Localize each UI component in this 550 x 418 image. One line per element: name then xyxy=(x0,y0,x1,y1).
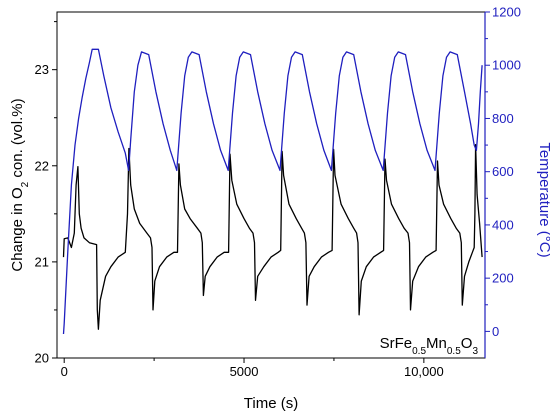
right-tick-label: 0 xyxy=(492,324,499,339)
right-tick-label: 800 xyxy=(492,111,514,126)
right-tick-label: 1200 xyxy=(492,5,521,20)
right-axis-title: Temperature (°C) xyxy=(536,142,550,257)
x-tick-label: 0 xyxy=(61,364,68,379)
x-tick-label: 5000 xyxy=(230,364,259,379)
series-layer xyxy=(62,48,483,335)
ticks-layer: 0 5000 10,000 20 21 22 23 0 200 400 600 800 1000 1200 xyxy=(35,5,521,380)
x-axis-title: Time (s) xyxy=(244,395,298,412)
right-tick-label: 400 xyxy=(492,217,514,232)
temperature-series-line xyxy=(62,48,483,335)
material-annotation: SrFe0.5Mn0.5O3 xyxy=(380,335,479,357)
left-tick-label: 20 xyxy=(35,351,49,366)
left-tick-label: 23 xyxy=(35,62,49,77)
left-axis-title: Change in O2 con. (vol.%) xyxy=(9,98,31,271)
x-tick-label: 10,000 xyxy=(404,364,444,379)
plot-frame xyxy=(56,11,486,359)
right-tick-label: 1000 xyxy=(492,58,521,73)
left-tick-label: 22 xyxy=(35,158,49,173)
o2-concentration-series-line xyxy=(62,143,483,330)
right-tick-label: 200 xyxy=(492,271,514,286)
right-tick-label: 600 xyxy=(492,164,514,179)
left-tick-label: 21 xyxy=(35,254,49,269)
